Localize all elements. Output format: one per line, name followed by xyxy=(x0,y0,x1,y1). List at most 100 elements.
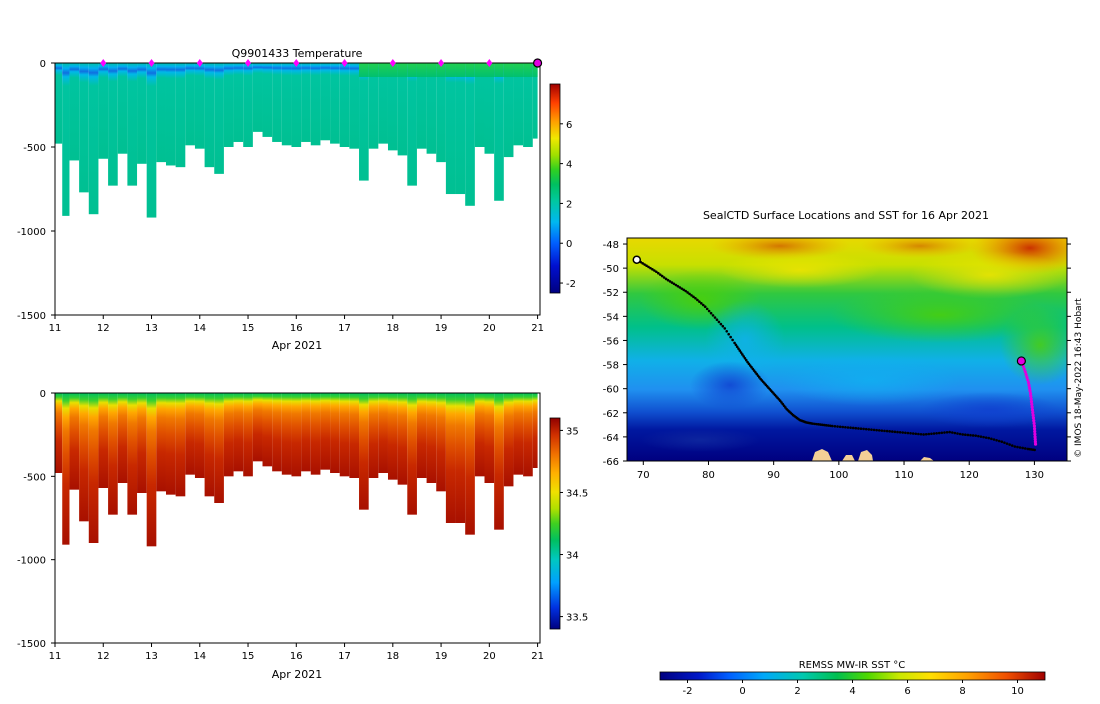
profile-marker xyxy=(486,59,493,67)
recent-track-point xyxy=(1031,416,1036,420)
track-point xyxy=(862,427,865,431)
x-tick-label: 19 xyxy=(435,651,448,662)
profile-column xyxy=(436,393,446,492)
profile-column xyxy=(291,393,302,477)
surface-layer xyxy=(494,63,504,77)
y-tick-label: -500 xyxy=(23,143,46,154)
profile-column xyxy=(146,393,157,547)
x-tick-label: 18 xyxy=(386,651,399,662)
profile-column xyxy=(397,393,408,485)
colorbar-tick-label: -2 xyxy=(566,279,576,290)
track-point xyxy=(682,288,686,292)
track-point xyxy=(901,431,905,434)
surface-layer xyxy=(436,63,446,77)
track-point xyxy=(891,430,894,433)
y-tick-label: -1500 xyxy=(17,311,46,322)
lat-tick-label: -48 xyxy=(603,240,619,251)
profile-column xyxy=(503,393,514,487)
track-point xyxy=(662,276,666,279)
profile-column xyxy=(387,393,398,480)
track-point xyxy=(735,345,739,349)
temperature-colorbar-ticks: 6 4 2 0 -2 xyxy=(560,120,576,290)
profile-column xyxy=(320,393,331,470)
track-point xyxy=(741,353,744,356)
track-point xyxy=(717,320,721,324)
track-point xyxy=(645,264,648,268)
temperature-x-label: Apr 2021 xyxy=(272,339,323,352)
map-latitude-axis: -48 -50 -52 -54 -56 -58 -60 -62 -64 -66 xyxy=(603,240,1071,468)
track-point xyxy=(846,426,850,429)
track-point xyxy=(854,426,858,430)
sst-colorbar-label: REMSS MW-IR SST °C xyxy=(799,660,906,671)
track-point xyxy=(977,434,980,438)
track-point xyxy=(1023,447,1027,450)
track-point xyxy=(701,303,705,307)
track-point xyxy=(703,305,707,309)
sst-yellow-patch xyxy=(720,252,880,288)
profile-column xyxy=(339,63,350,147)
track-point xyxy=(817,423,820,426)
salinity-colorbar xyxy=(549,417,561,630)
profile-column xyxy=(387,63,398,151)
sst-blue-patch xyxy=(690,361,770,409)
lon-tick-label: 80 xyxy=(702,470,715,481)
recent-track-point xyxy=(1033,432,1037,436)
track-point xyxy=(974,434,978,437)
surface-layer xyxy=(378,63,388,77)
track-point xyxy=(1005,442,1009,445)
recent-track-point xyxy=(1029,400,1034,404)
track-point xyxy=(833,424,837,428)
lat-tick-label: -62 xyxy=(603,409,619,420)
track-point xyxy=(924,432,928,436)
surface-layer xyxy=(407,63,417,77)
track-point xyxy=(729,335,732,339)
recent-track-point xyxy=(1033,429,1037,434)
track-point xyxy=(950,431,954,434)
seal-track xyxy=(632,255,1038,452)
track-point xyxy=(906,431,910,435)
track-point xyxy=(893,430,897,434)
track-point xyxy=(670,281,674,284)
lon-tick-label: 110 xyxy=(894,470,913,481)
profile-column xyxy=(252,393,263,462)
track-point xyxy=(898,431,902,434)
x-tick-label: 21 xyxy=(531,323,544,334)
profile-column xyxy=(88,63,99,215)
track-point xyxy=(1003,441,1006,444)
track-point xyxy=(964,433,967,437)
track-point xyxy=(883,429,886,433)
profile-column xyxy=(359,393,369,510)
sst-yellow-patch xyxy=(910,251,1067,299)
profile-column xyxy=(272,393,282,472)
profile-column xyxy=(62,393,70,545)
profile-column xyxy=(445,393,456,523)
profile-column xyxy=(368,63,379,149)
temperature-profile-markers xyxy=(100,58,543,68)
salinity-colorbar-ticks: 35 34.5 34 33.5 xyxy=(560,426,588,624)
track-point xyxy=(711,314,715,317)
track-point xyxy=(827,424,830,427)
track-point xyxy=(678,286,682,289)
profile-marker xyxy=(245,59,252,67)
profile-column xyxy=(368,393,379,478)
salinity-plot-frame xyxy=(54,392,541,644)
profile-column xyxy=(474,63,485,147)
x-tick-label: 17 xyxy=(338,651,351,662)
profile-column xyxy=(513,393,524,475)
track-point xyxy=(664,277,668,281)
x-tick-label: 13 xyxy=(145,323,158,334)
track-point xyxy=(727,332,730,336)
profile-column xyxy=(233,63,244,142)
salinity-y-axis: 0 -500 -1000 -1500 xyxy=(17,389,55,650)
colorbar-tick-label: 34 xyxy=(566,551,579,562)
x-tick-label: 14 xyxy=(193,651,206,662)
track-point xyxy=(721,324,725,328)
recent-track-point xyxy=(1032,419,1036,423)
lat-tick-label: -64 xyxy=(603,433,619,444)
surface-layer xyxy=(455,63,466,77)
track-point xyxy=(690,294,693,297)
profile-column xyxy=(204,63,215,168)
sst-colorbar-tick-label: 4 xyxy=(849,686,855,697)
track-point xyxy=(737,347,740,350)
